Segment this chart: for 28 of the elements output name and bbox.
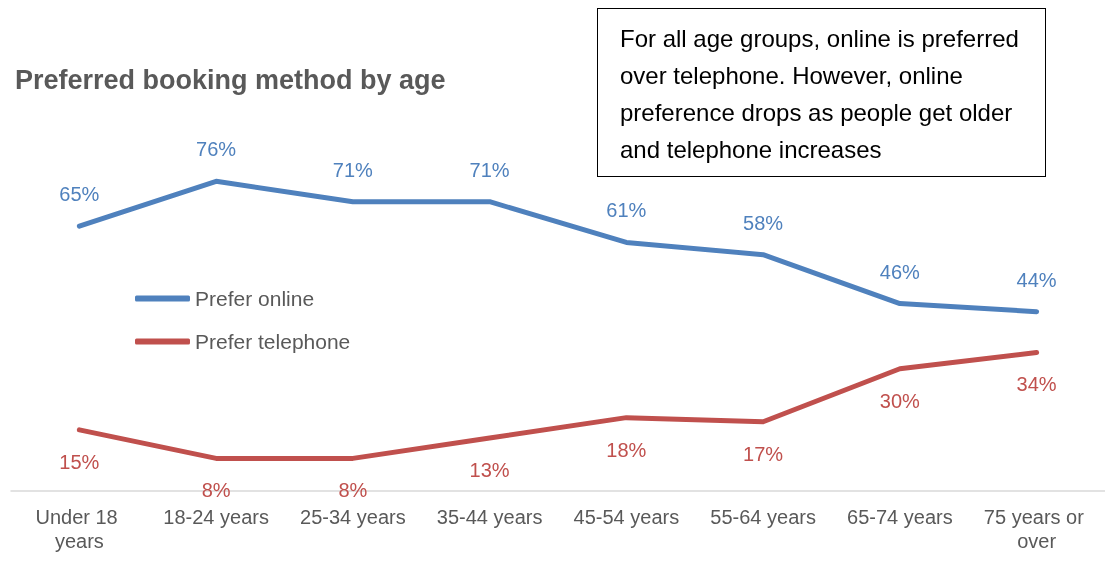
data-label: 71%: [332, 158, 374, 181]
x-tick-label: 75 years or over: [983, 506, 1090, 552]
data-label: 15%: [59, 450, 100, 473]
x-tick-label: 25-34 years: [300, 506, 406, 528]
legend-label: Prefer online: [195, 287, 315, 310]
data-label: 8%: [338, 479, 368, 502]
data-label: 61%: [606, 199, 647, 222]
text: For all age groups, online is preferred over telephone. However, online preference drops as people get older and telephone increases: [620, 24, 1020, 165]
data-label: 65%: [59, 183, 100, 206]
data-label: 8%: [201, 479, 231, 502]
legend-label: Prefer telephone: [195, 330, 351, 353]
data-label: 44%: [1016, 268, 1057, 291]
chart-title: Preferred booking method by age: [15, 64, 446, 95]
data-label: 58%: [743, 211, 784, 234]
data-label: 34%: [1016, 373, 1057, 396]
x-tick-label: 45-54 years: [573, 506, 680, 528]
data-label: 18%: [606, 438, 647, 461]
x-tick-label: 65-74 years: [847, 506, 953, 528]
data-label: 46%: [879, 260, 921, 283]
data-label: 13%: [469, 459, 510, 482]
data-label: 17%: [743, 442, 784, 465]
data-label: 76%: [196, 138, 237, 161]
x-tick-label: 35-44 years: [436, 506, 543, 528]
x-tick-label: Under 18 years: [35, 506, 124, 552]
x-tick-label: 55-64 years: [710, 506, 816, 528]
x-tick-label: 18-24 years: [163, 506, 269, 528]
data-label: 30%: [879, 389, 921, 412]
data-label: 71%: [469, 158, 510, 181]
